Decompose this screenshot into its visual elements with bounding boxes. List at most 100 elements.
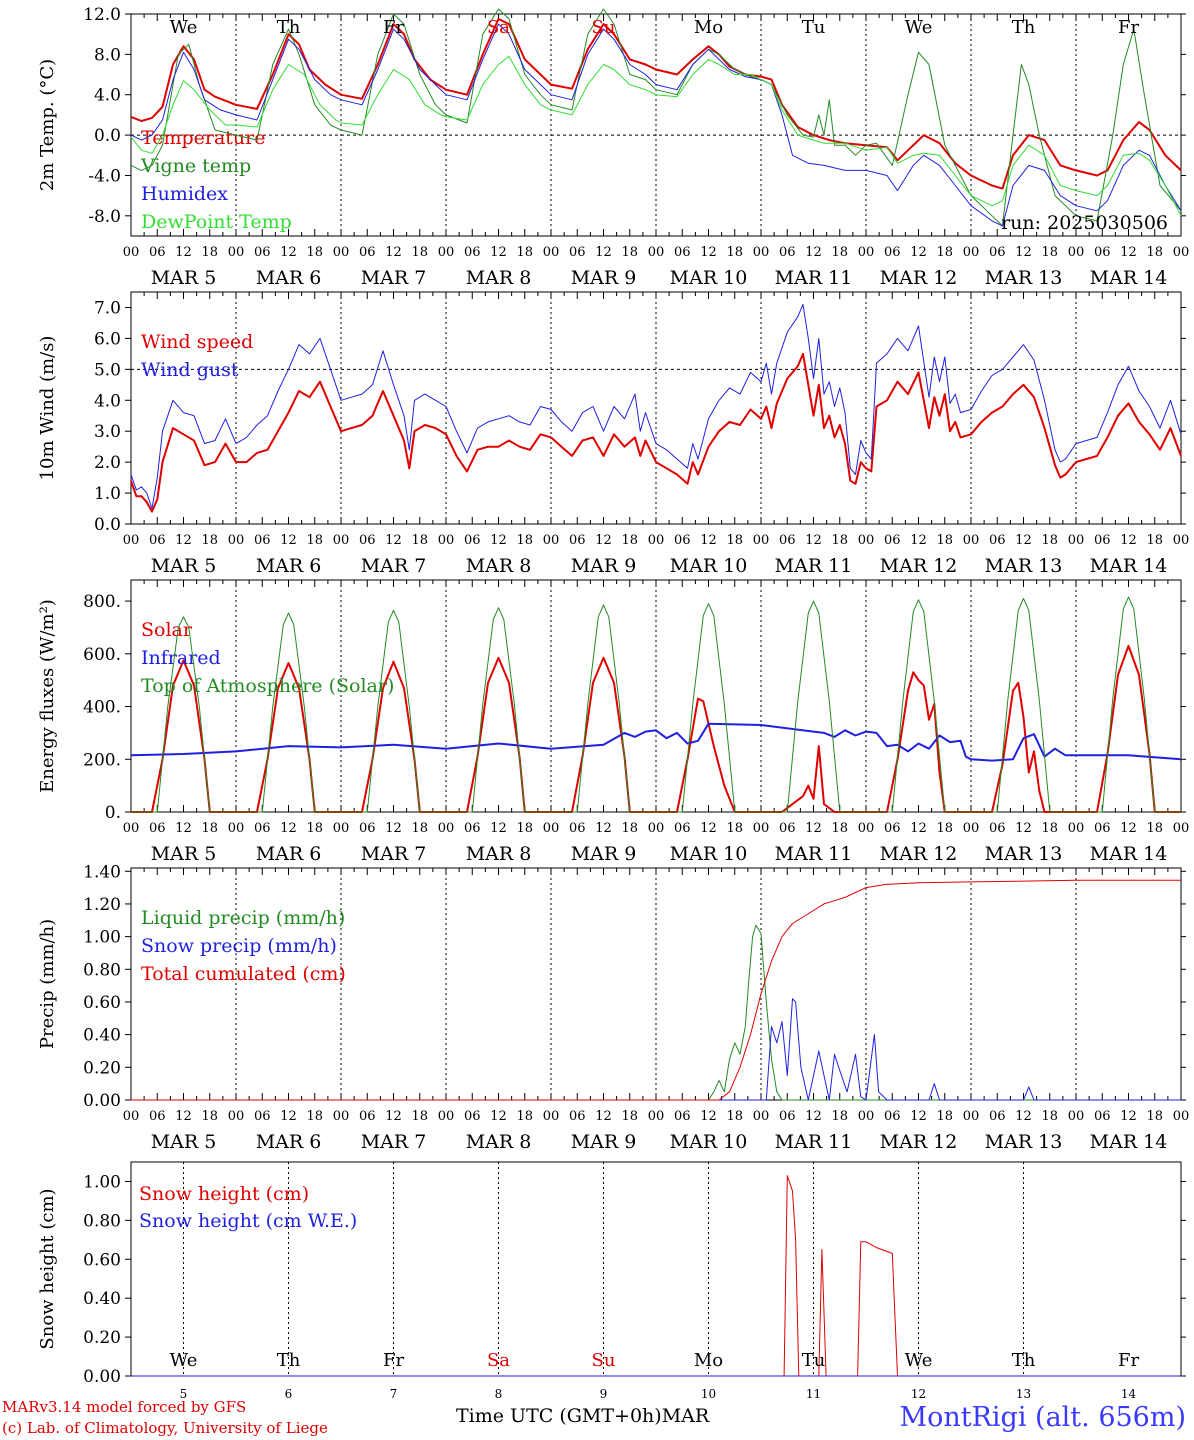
- weekday-label: Su: [592, 1350, 616, 1371]
- hour-tick-label: 06: [884, 1109, 901, 1124]
- station-name: MontRigi (alt. 656m): [899, 1402, 1186, 1433]
- hour-tick-label: 06: [1094, 245, 1111, 260]
- legend-label: Wind gust: [141, 359, 239, 381]
- hour-tick-label: 18: [411, 533, 428, 548]
- y-tick-label: 2.0: [94, 453, 121, 473]
- hour-tick-label: 06: [884, 821, 901, 836]
- hour-tick-label: 12: [1120, 1109, 1137, 1124]
- series-line: [130, 23, 1182, 227]
- series-line: [130, 303, 1182, 509]
- hour-tick-label: 12: [280, 245, 297, 260]
- hour-tick-label: 12: [700, 533, 717, 548]
- hour-tick-label: 18: [1041, 1109, 1058, 1124]
- y-tick-label: 6.0: [94, 329, 121, 349]
- hour-tick-label: 18: [201, 821, 218, 836]
- hour-tick-label: 12: [175, 533, 192, 548]
- hour-tick-label: 18: [726, 821, 743, 836]
- hour-tick-label: 18: [306, 533, 323, 548]
- time-axis-unit: MAR: [661, 1405, 710, 1427]
- hour-tick-label: 18: [831, 821, 848, 836]
- hour-tick-label: 12: [805, 1109, 822, 1124]
- day-number-label: 13: [1016, 1387, 1031, 1401]
- hour-tick-label: 00: [543, 245, 560, 260]
- y-axis-label: Snow height (cm): [37, 1188, 58, 1349]
- run-label: run: 2025030506: [1001, 212, 1168, 234]
- hour-tick-label: 18: [621, 533, 638, 548]
- hour-tick-label: 18: [726, 245, 743, 260]
- y-tick-label: 0.60: [83, 1250, 121, 1270]
- hour-tick-label: 00: [333, 821, 350, 836]
- y-tick-label: 7.0: [94, 298, 121, 318]
- date-label: MAR 8: [466, 843, 532, 865]
- hour-tick-label: 18: [201, 533, 218, 548]
- date-label: MAR 14: [1090, 1131, 1168, 1153]
- y-tick-label: 0.60: [83, 993, 121, 1013]
- hour-tick-label: 00: [123, 533, 140, 548]
- hour-tick-label: 06: [464, 533, 481, 548]
- hour-tick-label: 12: [595, 245, 612, 260]
- hour-tick-label: 00: [543, 1109, 560, 1124]
- hour-tick-label: 12: [385, 1109, 402, 1124]
- hour-tick-label: 18: [1146, 1109, 1163, 1124]
- hour-tick-label: 18: [201, 1109, 218, 1124]
- hour-tick-label: 00: [228, 821, 245, 836]
- hour-tick-label: 12: [910, 533, 927, 548]
- hour-tick-label: 18: [516, 533, 533, 548]
- time-axis-label: Time UTC (GMT+0h)MAR: [456, 1405, 709, 1427]
- hour-tick-label: 18: [201, 245, 218, 260]
- legend-label: Snow precip (mm/h): [141, 935, 337, 957]
- hour-tick-label: 12: [385, 245, 402, 260]
- date-label: MAR 13: [985, 555, 1063, 577]
- hour-tick-label: 00: [1068, 821, 1085, 836]
- day-number-label: 11: [806, 1387, 821, 1401]
- date-label: MAR 14: [1090, 267, 1168, 289]
- hour-tick-label: 06: [1094, 1109, 1111, 1124]
- time-axis-title: Time UTC (GMT+0h): [456, 1405, 662, 1427]
- hour-tick-label: 12: [280, 533, 297, 548]
- y-axis-label: Energy fluxes (W/m²): [37, 599, 58, 793]
- hour-tick-label: 06: [254, 821, 271, 836]
- y-tick-label: 0.00: [83, 1367, 121, 1387]
- hour-tick-label: 12: [910, 821, 927, 836]
- hour-tick-label: 18: [306, 821, 323, 836]
- y-tick-label: 1.00: [83, 928, 121, 948]
- date-label: MAR 11: [775, 267, 853, 289]
- date-label: MAR 7: [361, 555, 427, 577]
- hour-tick-label: 00: [333, 245, 350, 260]
- date-label: MAR 6: [256, 843, 322, 865]
- hour-tick-label: 00: [333, 533, 350, 548]
- hour-tick-label: 00: [963, 245, 980, 260]
- weekday-label: Mo: [694, 1350, 723, 1371]
- date-label: MAR 14: [1090, 555, 1168, 577]
- hour-tick-label: 12: [1120, 821, 1137, 836]
- hour-tick-label: 12: [175, 245, 192, 260]
- hour-tick-label: 06: [569, 533, 586, 548]
- hour-tick-label: 18: [516, 245, 533, 260]
- hour-tick-label: 06: [569, 1109, 586, 1124]
- hour-tick-label: 18: [621, 245, 638, 260]
- hour-tick-label: 12: [280, 1109, 297, 1124]
- hour-tick-label: 00: [1173, 1109, 1190, 1124]
- hour-tick-label: 00: [228, 1109, 245, 1124]
- hour-tick-label: 06: [779, 1109, 796, 1124]
- hour-tick-label: 06: [149, 821, 166, 836]
- day-number-label: 6: [285, 1387, 293, 1401]
- series-line: [130, 352, 1182, 513]
- hour-tick-label: 18: [831, 533, 848, 548]
- y-tick-label: 200.: [83, 750, 121, 770]
- y-tick-label: 0.80: [83, 1211, 121, 1231]
- hour-tick-label: 12: [175, 821, 192, 836]
- hour-tick-label: 00: [648, 1109, 665, 1124]
- date-label: MAR 9: [571, 1131, 637, 1153]
- hour-tick-label: 12: [1015, 533, 1032, 548]
- hour-tick-label: 12: [490, 821, 507, 836]
- day-number-label: 5: [180, 1387, 188, 1401]
- hour-tick-label: 06: [254, 1109, 271, 1124]
- hour-tick-label: 06: [1094, 821, 1111, 836]
- y-tick-label: 400.: [83, 698, 121, 718]
- date-label: MAR 14: [1090, 843, 1168, 865]
- hour-tick-label: 12: [700, 245, 717, 260]
- y-tick-label: 3.0: [94, 422, 121, 442]
- hour-tick-label: 06: [779, 821, 796, 836]
- hour-tick-label: 18: [831, 245, 848, 260]
